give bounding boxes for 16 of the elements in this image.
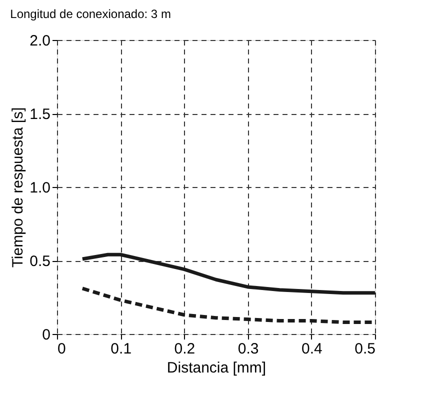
y-tick-label: 2.0 [30, 32, 50, 50]
x-tick-label: 0.3 [238, 340, 259, 358]
y-tick-label: 1.0 [30, 180, 50, 196]
y-tick-label: 0.5 [30, 253, 50, 270]
x-tick-label: 0.1 [110, 340, 132, 358]
x-tick-label: 0.5 [354, 340, 376, 358]
y-axis-title: Tiempo de respuesta [s] [10, 107, 27, 268]
line-series [80, 252, 375, 295]
x-tick-label: 0 [58, 340, 66, 358]
x-axis-title: Distancia [mm] [166, 360, 266, 376]
x-tick-label: 0.4 [301, 340, 322, 358]
x-tick-label: 0.2 [174, 340, 196, 358]
line-series [80, 286, 375, 324]
y-tick-label: 1.5 [30, 106, 50, 123]
y-tick-label: 0 [42, 326, 50, 344]
chart-title: Longitud de conexionado: 3 m [10, 7, 171, 21]
